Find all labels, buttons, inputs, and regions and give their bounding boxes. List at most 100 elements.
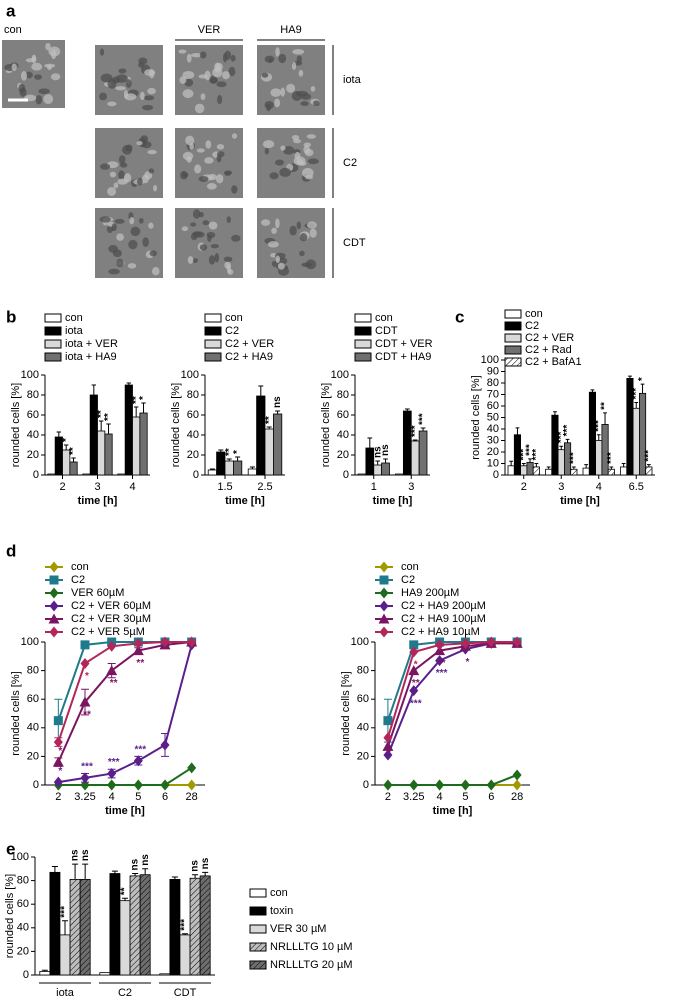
cell [194,164,202,174]
cell [205,140,212,149]
cell [43,94,54,105]
bar [179,934,191,976]
error-bar [609,466,614,470]
x-tick-label: 28 [186,791,198,803]
cell [300,101,309,107]
y-tick-label: 20 [187,449,199,461]
legend-marker [379,600,389,612]
legend-label: HA9 200µM [401,587,459,599]
marker [486,779,496,791]
y-tick-label: 100 [181,369,199,381]
legend-marker [379,561,389,573]
cell [274,98,281,108]
error-bar [121,897,129,901]
cell [44,63,56,68]
legend-label: VER 60µM [71,587,124,599]
bar [199,875,211,976]
legend-label: con [65,312,83,324]
cell [292,49,305,55]
legend-label: C2 [525,320,539,332]
error-bar [72,863,79,880]
bar [507,465,515,476]
y-tick-label: 10 [487,457,499,469]
cell [301,262,312,268]
micrograph-background [175,208,243,278]
y-tick-label: 100 [331,369,349,381]
bar [256,395,266,476]
marker [435,655,445,667]
error-bar [71,457,76,462]
y-tick-label: 30 [487,434,499,446]
error-bar [565,438,570,443]
cell [125,79,132,88]
micrograph [175,128,243,198]
micrograph [2,40,65,108]
cell [138,62,145,68]
legend-swatch [504,321,522,331]
significance-label: *** [525,444,536,456]
marker [382,740,394,751]
cell [228,66,236,77]
x-tick-label: 4 [129,481,135,493]
cell [208,255,216,265]
cell [142,237,149,248]
cell [178,49,187,54]
bar [410,440,420,476]
error-bar [258,385,264,396]
legend-label: CDT + HA9 [375,351,431,363]
cell [223,256,233,262]
cell [182,71,195,79]
legend-swatch [204,352,222,362]
legend-swatch [504,357,522,367]
marker [408,665,420,676]
cell [31,54,37,64]
micrograph [95,45,163,115]
legend-label: C2 [71,574,85,586]
cell [142,104,154,111]
marker [435,639,445,651]
x-tick-label: CDT [174,987,197,999]
y-tick-label: 40 [187,429,199,441]
y-tick-label: 20 [487,446,499,458]
legend-swatch [504,309,522,319]
marker [107,640,117,652]
significance-label: ** [438,658,446,669]
cell [262,140,275,149]
micrograph [95,128,163,198]
y-tick-label: 100 [21,636,39,648]
bar [129,875,141,976]
cell [309,228,317,238]
cell [184,78,194,87]
significance-label: ** [120,887,131,895]
series-line [387,774,518,786]
marker [187,779,197,791]
error-bar [226,458,232,461]
cell [118,68,127,74]
x-axis-label: time [h] [373,495,413,507]
marker [409,779,419,791]
cell [264,55,275,63]
legend-label: C2 + VER [225,338,274,350]
bar [418,430,428,476]
cell [267,241,279,248]
cell [148,222,154,229]
significance-label: * [414,660,418,671]
error-bar [634,402,639,409]
significance-label: ns [80,849,91,861]
marker [53,736,63,748]
cell [116,258,124,268]
legend-label: con [270,887,288,899]
cell [115,86,126,91]
x-tick-label: 2.5 [257,481,272,493]
bar [595,440,603,476]
y-tick-label: 50 [487,411,499,423]
cell [106,225,114,233]
legend-label: con [375,312,393,324]
significance-label: ** [224,448,235,456]
bar [570,468,578,476]
cell [199,51,207,59]
marker [512,769,522,781]
y-tick-label: 80 [487,377,499,389]
legend-marker [379,587,389,599]
